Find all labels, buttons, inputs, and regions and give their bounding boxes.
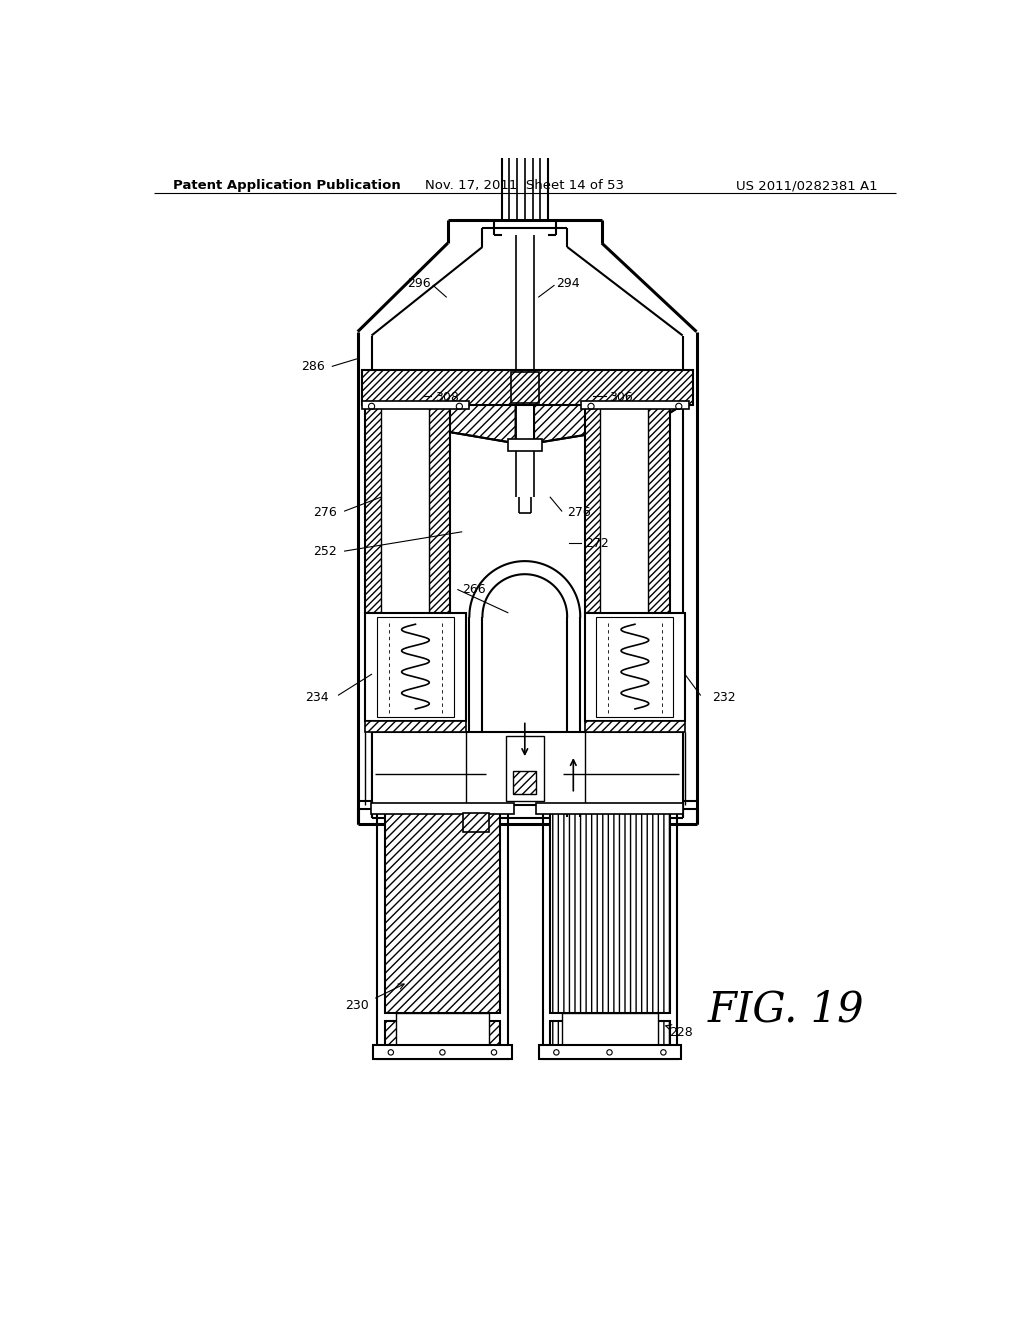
Bar [506, 737, 544, 801]
Bar [373, 1045, 512, 1059]
Polygon shape [361, 370, 692, 405]
Bar [539, 1045, 681, 1059]
Bar [377, 616, 454, 717]
Text: 252: 252 [313, 545, 337, 557]
Text: 230: 230 [345, 999, 370, 1012]
Bar [585, 721, 685, 733]
Text: 234: 234 [305, 690, 330, 704]
Text: 276: 276 [567, 506, 591, 519]
Text: Patent Application Publication: Patent Application Publication [173, 180, 400, 193]
Bar [596, 616, 674, 717]
Bar [543, 805, 677, 1059]
Text: US 2011/0282381 A1: US 2011/0282381 A1 [736, 180, 878, 193]
Bar [381, 405, 429, 612]
Bar [581, 401, 689, 409]
Polygon shape [372, 405, 515, 444]
Text: 276: 276 [313, 506, 337, 519]
Bar [513, 771, 537, 793]
Bar [366, 405, 387, 612]
Text: Nov. 17, 2011  Sheet 14 of 53: Nov. 17, 2011 Sheet 14 of 53 [425, 180, 625, 193]
Bar [429, 405, 451, 612]
Bar [396, 1014, 488, 1056]
Text: FIG. 19: FIG. 19 [708, 989, 864, 1030]
Bar [511, 372, 539, 404]
Bar [600, 405, 648, 612]
Text: 308: 308 [435, 391, 459, 404]
Bar [385, 813, 500, 1014]
Bar [562, 1014, 658, 1056]
Text: 232: 232 [712, 690, 735, 704]
Bar [371, 803, 514, 814]
Bar [366, 612, 466, 721]
Bar [372, 733, 683, 805]
Text: 294: 294 [556, 277, 580, 289]
Text: 228: 228 [670, 1026, 693, 1039]
Polygon shape [535, 405, 683, 444]
Bar [550, 1020, 670, 1052]
Bar [537, 803, 683, 814]
Bar [648, 405, 670, 612]
Text: 286: 286 [301, 360, 325, 372]
Bar [361, 401, 469, 409]
Text: 266: 266 [462, 583, 485, 597]
Text: 296: 296 [408, 277, 431, 289]
Bar [366, 721, 466, 733]
Bar [550, 813, 670, 1014]
Bar [463, 813, 488, 832]
Text: 306: 306 [609, 391, 633, 404]
Bar [585, 405, 606, 612]
Text: 272: 272 [585, 537, 608, 550]
Bar [508, 440, 542, 451]
Bar [585, 612, 685, 721]
Bar [377, 805, 508, 1059]
Bar [385, 1020, 500, 1052]
